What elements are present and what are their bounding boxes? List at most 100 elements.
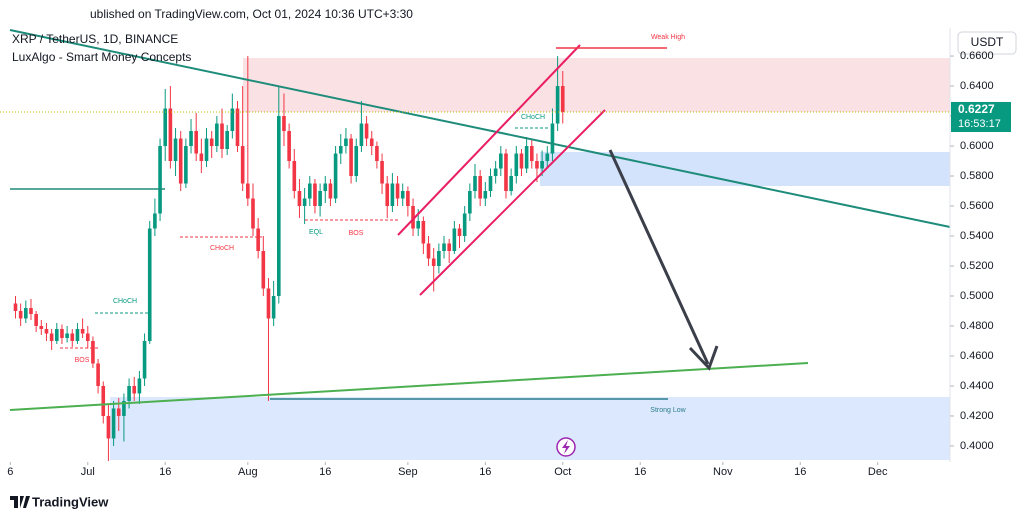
candle-body [416, 221, 421, 229]
annotation: BOS [75, 357, 90, 364]
candle-body [359, 123, 364, 147]
candle-body [437, 250, 441, 266]
candle-body [297, 191, 302, 207]
x-tick-label: 16 [634, 466, 646, 478]
candle-body [24, 307, 28, 319]
candle-body [493, 168, 498, 177]
x-tick-label: 16 [479, 466, 491, 478]
y-tick-label: 0.4800 [960, 320, 994, 332]
brand: TradingView [10, 494, 109, 509]
candle-body [184, 146, 188, 184]
annotation: Weak High [651, 34, 685, 41]
candle-body [204, 138, 209, 162]
candle-body [287, 131, 291, 162]
candle-body [333, 153, 338, 199]
candle-body [535, 161, 539, 169]
candle-body [411, 206, 415, 229]
candle-body [194, 131, 199, 154]
candle-body [375, 146, 379, 162]
candle-body [560, 86, 565, 112]
y-tick-label: 0.5000 [960, 290, 994, 302]
chart-title: XRP / TetherUS, 1D, BINANCE [12, 32, 178, 46]
candle-body [173, 138, 178, 162]
channel-upper [397, 44, 581, 236]
x-tick-label: Sep [398, 466, 418, 478]
supply-zone [243, 58, 950, 112]
candle-body [400, 191, 405, 199]
candle-body [209, 138, 214, 147]
candle-body [116, 408, 121, 416]
candle-body [499, 153, 503, 169]
candle-body [18, 310, 23, 319]
candle-body [13, 303, 18, 311]
x-tick-label: 16 [319, 466, 331, 478]
y-tick-label: 0.5200 [960, 260, 994, 272]
candle-body [540, 161, 544, 169]
candle-body [101, 385, 106, 416]
x-tick-label: 16 [794, 466, 806, 478]
candle-body [44, 328, 49, 334]
annotation: EQL [309, 229, 323, 236]
candle-body [168, 108, 173, 162]
candle-body [483, 191, 488, 199]
brand-icon [10, 496, 30, 508]
candle-body [457, 228, 462, 237]
candle-body [354, 146, 359, 177]
candle-body [96, 363, 100, 386]
candle-body [251, 198, 255, 229]
x-tick-label: Oct [554, 466, 571, 478]
x-tick-label: Jul [81, 466, 95, 478]
candle-body [65, 333, 69, 338]
candle-body [468, 191, 472, 214]
candle-body [302, 198, 307, 207]
candle-body [178, 138, 183, 184]
candle-body [307, 183, 312, 199]
candle-body [137, 378, 142, 394]
annotation: CHoCH [521, 114, 545, 121]
candle-body [421, 221, 426, 244]
candle-body [122, 400, 126, 416]
currency-button[interactable] [957, 31, 1017, 55]
candle-body [406, 191, 410, 207]
candle-body [282, 116, 286, 132]
y-tick-label: 0.4600 [960, 350, 994, 362]
candle-body [318, 191, 322, 207]
candle-body [240, 146, 245, 184]
candle-body [349, 138, 353, 177]
candle-body [220, 123, 224, 150]
candle-body [80, 328, 85, 334]
candle-body [132, 385, 137, 394]
candle-body [364, 123, 369, 139]
candle-body [49, 333, 54, 341]
candle-body [147, 228, 152, 341]
last-price-box [951, 101, 1011, 132]
candle-body [529, 146, 534, 162]
candle-body [158, 146, 162, 214]
candle-body [504, 153, 508, 192]
candle-body [524, 146, 529, 169]
candle-body [230, 108, 235, 132]
candle-body [344, 138, 348, 147]
candle-body [514, 153, 519, 177]
candle-body [235, 108, 240, 147]
y-tick-label: 0.6000 [960, 140, 994, 152]
candle-body [442, 243, 446, 251]
x-tick-label: Nov [713, 466, 733, 478]
annotation: BOS [349, 230, 364, 237]
candle-body [163, 108, 168, 147]
candle-body [473, 176, 477, 192]
annotation: Strong Low [650, 407, 686, 414]
candle-body [431, 258, 436, 266]
y-tick-label: 0.6600 [960, 50, 994, 62]
annotation: CHoCH [113, 298, 137, 305]
candle-body [447, 243, 451, 251]
candle-body [189, 131, 193, 147]
y-tick-label: 0.4400 [960, 380, 994, 392]
candle-body [313, 183, 317, 207]
indicator-name: LuxAlgo - Smart Money Concepts [12, 50, 191, 64]
candle-body [328, 183, 333, 199]
candle-body [111, 408, 116, 439]
candle-body [215, 123, 219, 147]
event-icon-bolt [562, 440, 570, 454]
